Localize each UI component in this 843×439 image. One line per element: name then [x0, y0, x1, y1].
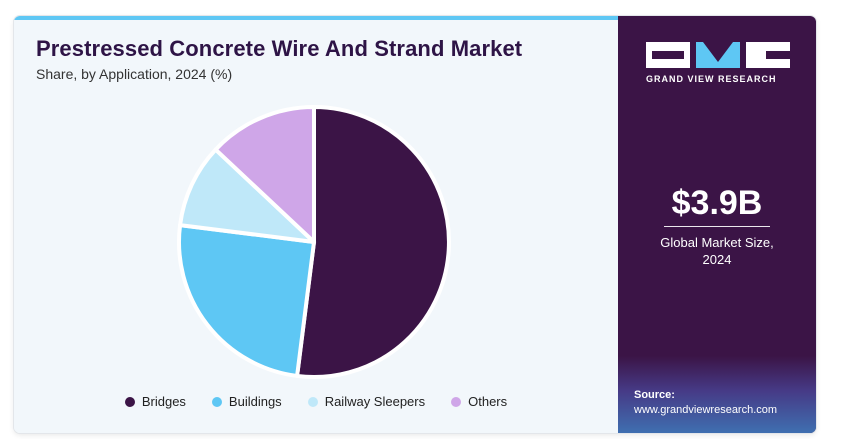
legend-swatch-others	[451, 396, 462, 407]
market-size-label-line2: 2024	[702, 252, 732, 267]
source-label: Source:	[634, 389, 675, 401]
legend-swatch-railway-sleepers	[307, 396, 318, 407]
market-size-label: Global Market Size, 2024	[628, 234, 806, 268]
logo-text: GRAND VIEW RESEARCH	[646, 74, 777, 84]
market-size-value: $3.9B	[671, 184, 763, 222]
summary-sidebar: GRAND VIEW RESEARCH $3.9B Global Market …	[618, 16, 816, 433]
source-band	[618, 356, 816, 433]
value-divider	[664, 226, 770, 227]
legend-item-buildings: Buildings	[211, 394, 282, 409]
legend-label-railway-sleepers: Railway Sleepers	[324, 394, 426, 409]
source-link[interactable]: www.grandviewresearch.com	[634, 404, 778, 416]
legend-label-bridges: Bridges	[141, 394, 186, 409]
logo-mark-right-icon	[746, 42, 790, 68]
logo-mark-chevron-icon	[696, 42, 740, 68]
chart-title: Prestressed Concrete Wire And Strand Mar…	[36, 36, 523, 61]
grand-view-research-logo: GRAND VIEW RESEARCH	[646, 42, 790, 84]
infographic-card: Prestressed Concrete Wire And Strand Mar…	[14, 16, 816, 433]
legend-label-others: Others	[468, 394, 508, 409]
market-size-label-line1: Global Market Size,	[660, 235, 774, 250]
pie-chart	[177, 105, 451, 379]
legend-item-bridges: Bridges	[124, 394, 186, 409]
legend-item-railway-sleepers: Railway Sleepers	[307, 394, 426, 409]
chart-subtitle: Share, by Application, 2024 (%)	[36, 66, 233, 82]
logo-mark-left-icon	[646, 42, 690, 68]
chart-legend: Bridges Buildings Railway Sleepers Other…	[14, 394, 618, 409]
legend-label-buildings: Buildings	[228, 394, 282, 409]
legend-swatch-bridges	[124, 396, 135, 407]
chart-panel: Prestressed Concrete Wire And Strand Mar…	[14, 16, 618, 433]
legend-item-others: Others	[451, 394, 507, 409]
top-accent-bar	[14, 16, 618, 20]
pie-slice-others	[213, 105, 316, 244]
pie-slice-bridges	[295, 105, 451, 379]
pie-slice-buildings	[177, 223, 316, 378]
logo-marks	[646, 42, 790, 68]
legend-swatch-buildings	[211, 396, 222, 407]
